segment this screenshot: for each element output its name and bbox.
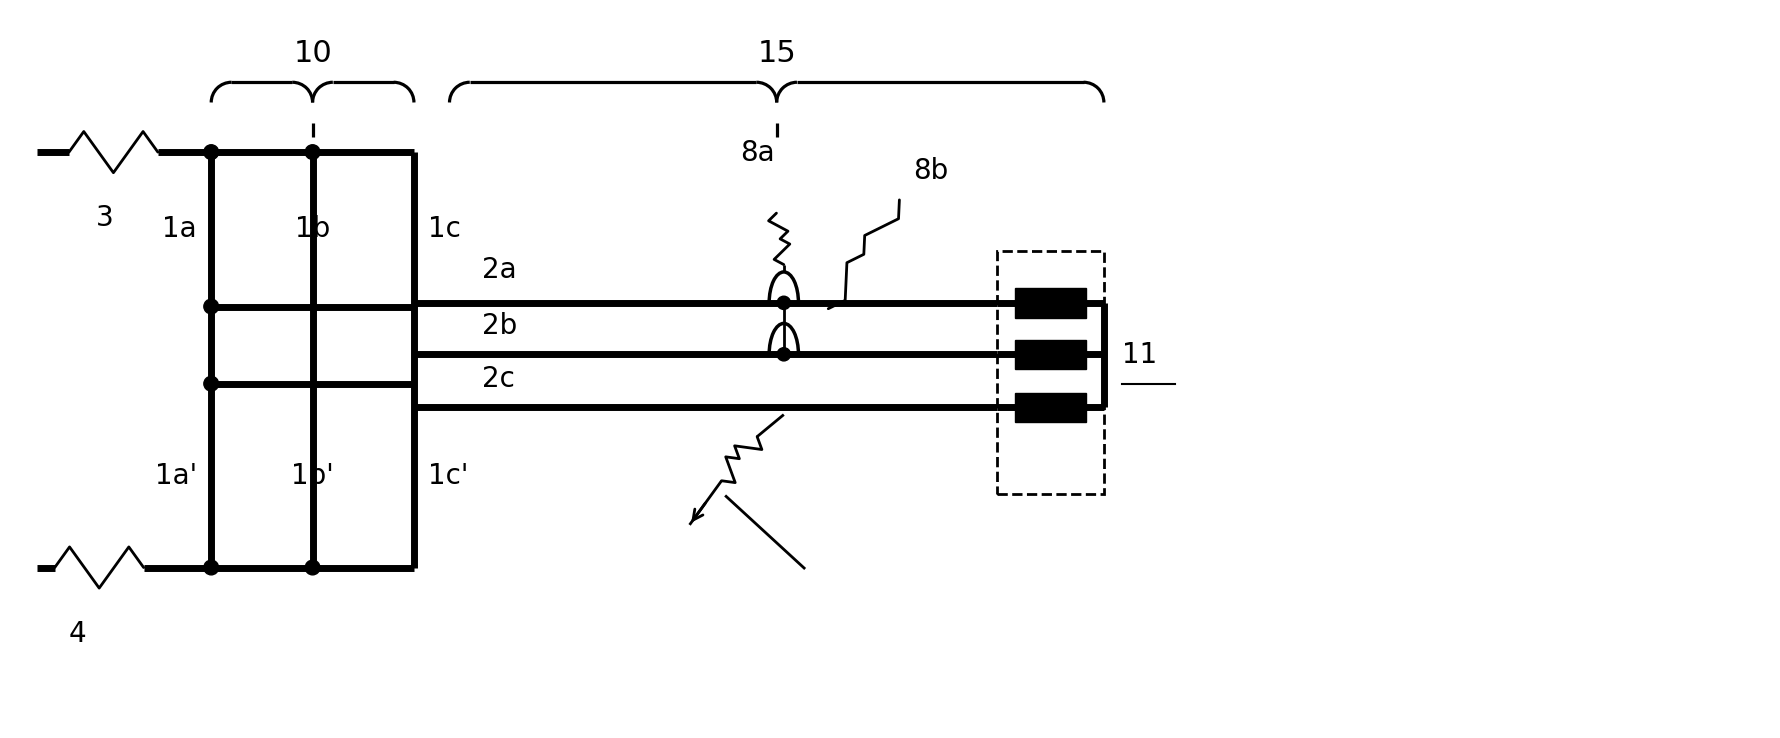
- Text: 11: 11: [1121, 341, 1157, 369]
- Text: 8b: 8b: [913, 157, 949, 185]
- Bar: [1015, 393, 1086, 422]
- Text: 10: 10: [294, 38, 331, 68]
- Circle shape: [304, 560, 320, 575]
- Text: 2c: 2c: [481, 365, 514, 393]
- Text: 1c': 1c': [427, 461, 468, 489]
- Circle shape: [203, 299, 219, 314]
- Text: 4: 4: [69, 620, 87, 648]
- Text: 1b: 1b: [295, 215, 329, 244]
- Text: 1a': 1a': [155, 461, 198, 489]
- Text: 15: 15: [756, 38, 796, 68]
- Text: 1b': 1b': [292, 461, 335, 489]
- Circle shape: [304, 145, 320, 159]
- Bar: [997, 252, 1104, 494]
- Circle shape: [203, 560, 219, 575]
- Text: 2a: 2a: [481, 256, 516, 284]
- Text: 1a: 1a: [162, 215, 198, 244]
- Text: 1c: 1c: [427, 215, 461, 244]
- Bar: [1015, 339, 1086, 369]
- Circle shape: [203, 376, 219, 391]
- Circle shape: [776, 296, 790, 309]
- Circle shape: [203, 145, 219, 159]
- Text: 8a: 8a: [739, 139, 774, 167]
- Text: 3: 3: [96, 204, 114, 232]
- Text: 2b: 2b: [481, 311, 516, 339]
- Circle shape: [776, 348, 790, 361]
- Bar: [1015, 288, 1086, 317]
